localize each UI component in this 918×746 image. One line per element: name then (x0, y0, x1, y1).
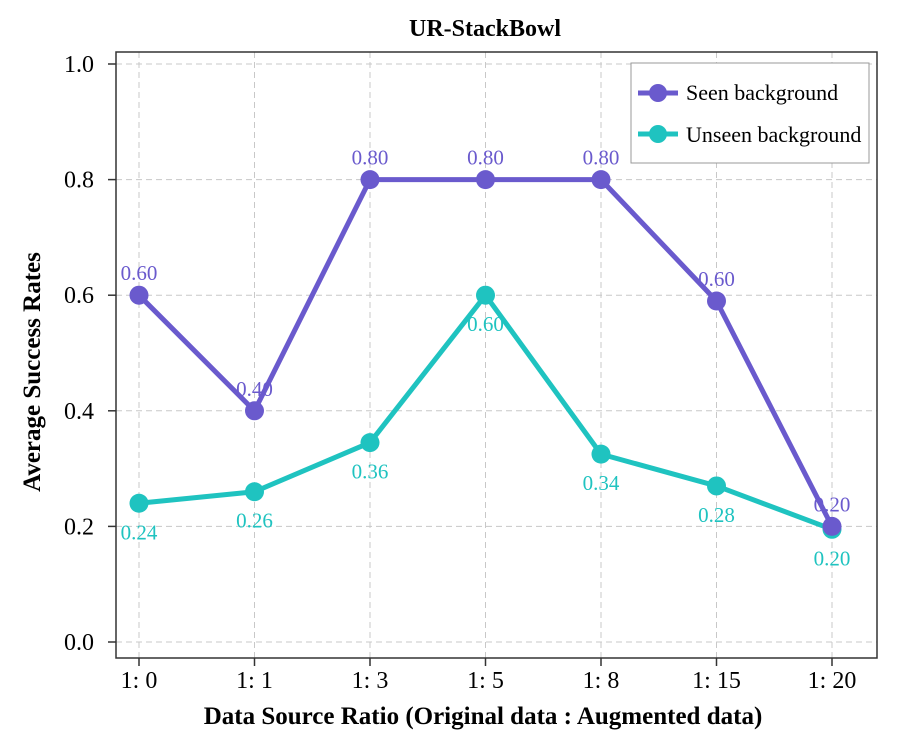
x-tick-label: 1: 8 (583, 668, 620, 694)
data-label-unseen: 0.20 (814, 546, 851, 570)
data-point-seen (591, 170, 611, 190)
data-label-unseen: 0.36 (352, 460, 389, 484)
data-point-seen (245, 401, 264, 421)
data-label-unseen: 0.34 (583, 471, 620, 495)
data-point-seen (707, 291, 726, 311)
data-label-unseen: 0.26 (236, 509, 273, 533)
data-point-unseen (591, 444, 611, 464)
x-axis-label: Data Source Ratio (Original data : Augme… (204, 703, 763, 730)
y-tick-label: 1.0 (64, 52, 94, 78)
data-label-unseen: 0.24 (121, 520, 158, 544)
legend-seen-label: Seen background (686, 80, 838, 105)
data-point-seen (476, 170, 495, 190)
legend-seen-marker (649, 84, 667, 102)
data-point-unseen (360, 433, 380, 453)
y-axis-label: Average Success Rates (19, 252, 46, 492)
data-label-seen: 0.80 (467, 146, 504, 170)
legend-box (630, 62, 870, 164)
data-point-unseen (707, 476, 726, 496)
legend: Seen background Unseen background (630, 62, 870, 164)
legend-unseen-marker (649, 125, 667, 143)
y-tick-label: 0.0 (64, 630, 94, 656)
y-tick-label: 0.8 (64, 168, 94, 194)
y-tick-label: 0.6 (64, 283, 94, 309)
legend-unseen-label: Unseen background (686, 122, 861, 147)
series: 0.24 0.26 0.36 0.60 0.34 0.28 0.20 0.60 0.40 0.80… (121, 146, 851, 571)
x-tick-label: 1: 0 (121, 668, 158, 694)
plot-frame (115, 51, 878, 659)
y-axis-ticks: 0.0 0.2 0.4 0.6 0.8 1.0 (64, 52, 116, 656)
data-label-seen: 0.20 (814, 492, 851, 516)
data-label-seen: 0.80 (583, 146, 620, 170)
data-point-seen (822, 516, 842, 536)
x-tick-label: 1: 5 (467, 668, 504, 694)
data-point-unseen (245, 482, 264, 502)
x-tick-label: 1: 15 (692, 668, 741, 694)
y-tick-label: 0.2 (64, 514, 94, 540)
data-label-seen: 0.80 (352, 146, 389, 170)
data-point-seen (360, 170, 380, 190)
y-tick-label: 0.4 (64, 399, 94, 425)
data-label-seen: 0.60 (698, 267, 735, 291)
data-point-seen (129, 285, 149, 305)
x-axis-ticks: 1: 0 1: 1 1: 3 1: 5 1: 8 1: 15 1: 20 (121, 658, 857, 694)
data-label-seen: 0.60 (121, 261, 158, 285)
data-label-unseen: 0.28 (698, 503, 735, 527)
data-label-unseen: 0.60 (467, 312, 504, 336)
chart-title: UR-StackBowl (409, 16, 561, 42)
data-label-seen: 0.40 (236, 377, 273, 401)
data-point-unseen (129, 493, 149, 513)
x-tick-label: 1: 3 (352, 668, 389, 694)
x-tick-label: 1: 1 (236, 668, 273, 694)
x-tick-label: 1: 20 (808, 668, 857, 694)
data-point-unseen (476, 285, 495, 305)
